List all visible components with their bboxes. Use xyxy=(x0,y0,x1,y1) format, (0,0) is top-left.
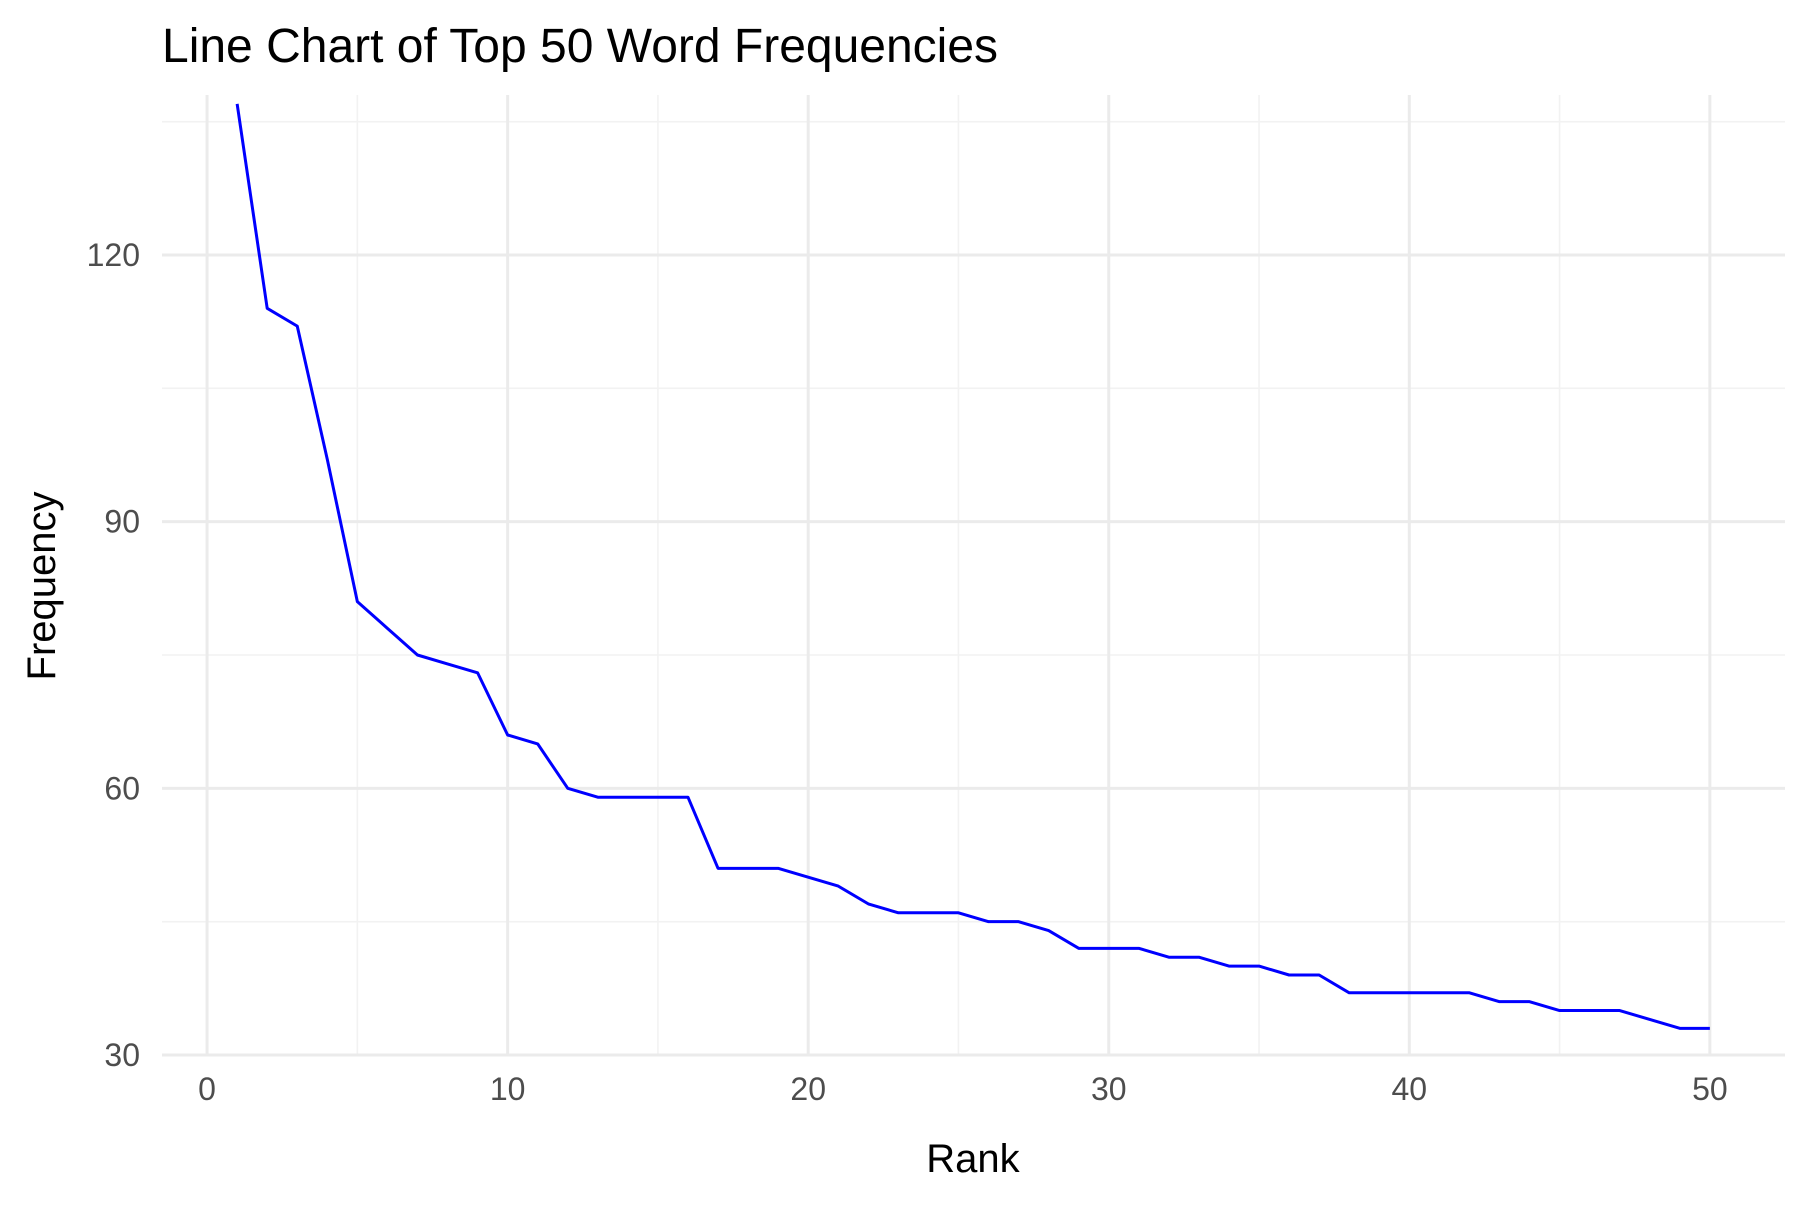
chart-title: Line Chart of Top 50 Word Frequencies xyxy=(162,20,998,73)
x-tick-label: 40 xyxy=(1392,1071,1428,1107)
grid xyxy=(162,95,1785,1057)
frequency-series-line xyxy=(235,103,1710,1030)
x-tick-label: 0 xyxy=(198,1071,216,1107)
x-tick-label: 20 xyxy=(790,1071,826,1107)
y-tick-label: 90 xyxy=(104,504,140,540)
y-tick-label: 120 xyxy=(87,237,140,273)
series-layer xyxy=(235,103,1710,1030)
tick-labels: 0 10 20 30 40 50 30 60 90 120 xyxy=(87,237,1728,1107)
x-axis-title: Rank xyxy=(926,1137,1020,1181)
y-axis-title: Frequency xyxy=(20,492,64,681)
x-tick-label: 10 xyxy=(490,1071,526,1107)
x-tick-label: 50 xyxy=(1692,1071,1728,1107)
y-tick-label: 30 xyxy=(104,1037,140,1073)
x-tick-label: 30 xyxy=(1091,1071,1127,1107)
y-tick-label: 60 xyxy=(104,770,140,806)
